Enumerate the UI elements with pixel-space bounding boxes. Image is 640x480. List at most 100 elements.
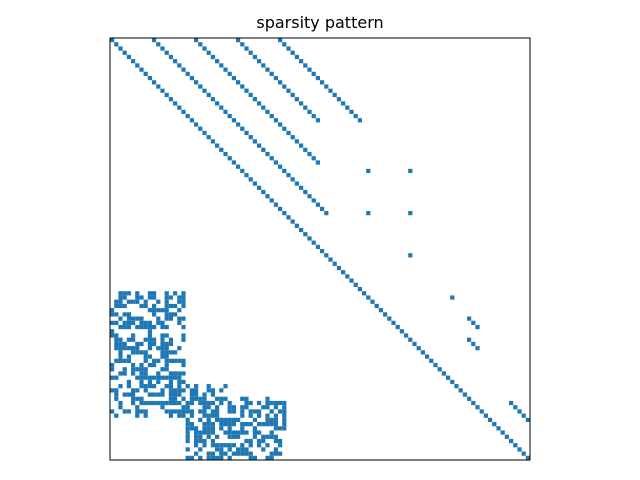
nonzero-cell bbox=[139, 379, 144, 385]
nonzero-cell bbox=[168, 375, 173, 380]
nonzero-cell bbox=[173, 59, 178, 64]
nonzero-cell bbox=[336, 97, 341, 102]
nonzero-cell bbox=[261, 447, 266, 452]
nonzero-cell bbox=[143, 320, 148, 325]
nonzero-cell bbox=[236, 38, 241, 43]
nonzero-cell bbox=[168, 358, 173, 363]
nonzero-cell bbox=[181, 409, 186, 414]
nonzero-cell bbox=[269, 422, 274, 427]
nonzero-cell bbox=[265, 413, 270, 418]
nonzero-cell bbox=[181, 405, 186, 410]
nonzero-cell bbox=[139, 400, 144, 406]
nonzero-cell bbox=[135, 375, 140, 380]
nonzero-cell bbox=[139, 409, 144, 414]
nonzero-cell bbox=[185, 438, 190, 444]
nonzero-cell bbox=[202, 400, 207, 406]
nonzero-cell bbox=[252, 430, 257, 435]
nonzero-cell bbox=[278, 409, 283, 414]
nonzero-cell bbox=[303, 147, 308, 152]
nonzero-cell bbox=[143, 337, 148, 342]
nonzero-cell bbox=[282, 400, 287, 406]
nonzero-cell bbox=[286, 173, 291, 178]
nonzero-cell bbox=[483, 413, 488, 418]
nonzero-cell bbox=[173, 375, 178, 380]
nonzero-cell bbox=[341, 101, 346, 106]
nonzero-cell bbox=[248, 135, 253, 140]
nonzero-cell bbox=[181, 379, 186, 385]
nonzero-cell bbox=[244, 173, 249, 178]
nonzero-cell bbox=[118, 46, 123, 51]
nonzero-cell bbox=[177, 413, 182, 418]
nonzero-cell bbox=[110, 409, 115, 414]
nonzero-cell bbox=[307, 194, 312, 199]
nonzero-cell bbox=[152, 384, 157, 389]
nonzero-cell bbox=[131, 59, 136, 64]
nonzero-cell bbox=[177, 295, 182, 300]
nonzero-cell bbox=[265, 405, 270, 410]
nonzero-cell bbox=[231, 443, 236, 448]
nonzero-cell bbox=[215, 434, 220, 439]
nonzero-cell bbox=[315, 244, 320, 249]
nonzero-cell bbox=[223, 451, 228, 456]
nonzero-cell bbox=[194, 384, 199, 389]
nonzero-cell bbox=[269, 113, 274, 119]
nonzero-cell bbox=[231, 409, 236, 414]
nonzero-cell bbox=[206, 451, 211, 456]
nonzero-cell bbox=[185, 71, 190, 76]
nonzero-cell bbox=[479, 409, 484, 414]
nonzero-cell bbox=[173, 409, 178, 414]
nonzero-cell bbox=[475, 346, 480, 351]
nonzero-cell bbox=[135, 324, 140, 330]
nonzero-cell bbox=[135, 367, 140, 372]
nonzero-cell bbox=[181, 295, 186, 300]
nonzero-cell bbox=[139, 384, 144, 389]
nonzero-cell bbox=[227, 434, 232, 439]
nonzero-cell bbox=[168, 379, 173, 385]
nonzero-cell bbox=[198, 396, 203, 401]
nonzero-cell bbox=[164, 367, 169, 372]
nonzero-cell bbox=[257, 185, 262, 190]
nonzero-cell bbox=[110, 320, 115, 325]
nonzero-cell bbox=[160, 324, 165, 330]
nonzero-cell bbox=[164, 384, 169, 389]
nonzero-cell bbox=[219, 451, 224, 456]
nonzero-cell bbox=[265, 396, 270, 401]
nonzero-cell bbox=[122, 358, 127, 363]
nonzero-cell bbox=[240, 443, 245, 448]
nonzero-cell bbox=[181, 291, 186, 296]
nonzero-cell bbox=[202, 438, 207, 444]
nonzero-cell bbox=[126, 379, 131, 385]
nonzero-cell bbox=[269, 198, 274, 203]
nonzero-cell bbox=[496, 426, 501, 431]
nonzero-marks bbox=[110, 38, 530, 460]
nonzero-cell bbox=[135, 388, 140, 393]
nonzero-cell bbox=[152, 295, 157, 300]
nonzero-cell bbox=[294, 54, 299, 60]
nonzero-cell bbox=[206, 92, 211, 98]
nonzero-cell bbox=[177, 375, 182, 380]
nonzero-cell bbox=[210, 455, 215, 460]
nonzero-cell bbox=[198, 430, 203, 435]
nonzero-cell bbox=[114, 42, 119, 47]
nonzero-cell bbox=[236, 417, 241, 423]
nonzero-cell bbox=[185, 430, 190, 435]
nonzero-cell bbox=[252, 434, 257, 439]
nonzero-cell bbox=[143, 413, 148, 418]
nonzero-cell bbox=[194, 451, 199, 456]
nonzero-cell bbox=[126, 337, 131, 342]
nonzero-cell bbox=[126, 392, 131, 397]
nonzero-cell bbox=[139, 367, 144, 372]
nonzero-cell bbox=[244, 430, 249, 435]
nonzero-cell bbox=[219, 396, 224, 401]
nonzero-cell bbox=[215, 101, 220, 106]
nonzero-cell bbox=[139, 341, 144, 347]
nonzero-cell bbox=[168, 388, 173, 393]
nonzero-cell bbox=[219, 388, 224, 393]
nonzero-cell bbox=[177, 388, 182, 393]
nonzero-cell bbox=[248, 409, 253, 414]
nonzero-cell bbox=[370, 299, 375, 304]
nonzero-cell bbox=[152, 392, 157, 397]
nonzero-cell bbox=[240, 426, 245, 431]
nonzero-cell bbox=[282, 211, 287, 216]
nonzero-cell bbox=[110, 312, 115, 317]
